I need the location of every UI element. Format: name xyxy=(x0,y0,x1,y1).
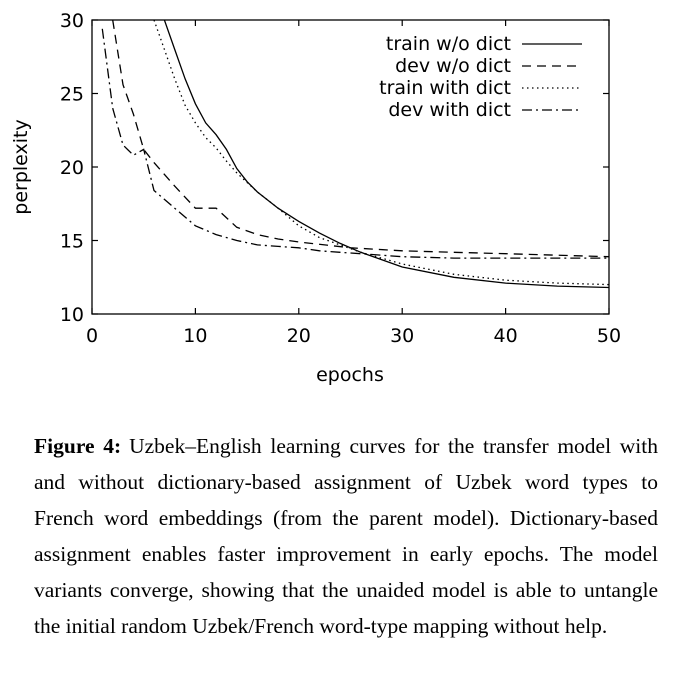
x-tick-label: 40 xyxy=(494,325,518,347)
figure-caption: Figure 4: Uzbek–English learning curves f… xyxy=(34,428,658,644)
y-tick-label: 30 xyxy=(60,10,84,32)
y-tick-label: 20 xyxy=(60,157,84,179)
legend-label: train with dict xyxy=(379,77,511,99)
caption-text: Uzbek–English learning curves for the tr… xyxy=(34,434,658,638)
plot-frame xyxy=(91,19,610,315)
x-tick-label: 0 xyxy=(86,325,98,347)
figure-label: Figure 4: xyxy=(34,434,122,458)
legend-label: dev with dict xyxy=(388,99,511,121)
y-axis-label: perplexity xyxy=(10,119,32,214)
y-tick-label: 10 xyxy=(60,304,84,326)
x-tick-label: 10 xyxy=(183,325,207,347)
y-tick-label: 25 xyxy=(60,84,84,106)
x-tick-label: 50 xyxy=(597,325,621,347)
x-axis-label: epochs xyxy=(316,364,384,386)
legend-label: train w/o dict xyxy=(386,33,511,55)
series-line xyxy=(163,20,609,289)
legend-label: dev w/o dict xyxy=(395,55,511,77)
series-line xyxy=(153,20,609,286)
x-tick-label: 20 xyxy=(287,325,311,347)
x-tick-label: 30 xyxy=(390,325,414,347)
y-tick-label: 15 xyxy=(60,231,84,253)
series-line xyxy=(101,28,609,259)
series-layer xyxy=(101,20,609,289)
series-line xyxy=(112,20,609,258)
